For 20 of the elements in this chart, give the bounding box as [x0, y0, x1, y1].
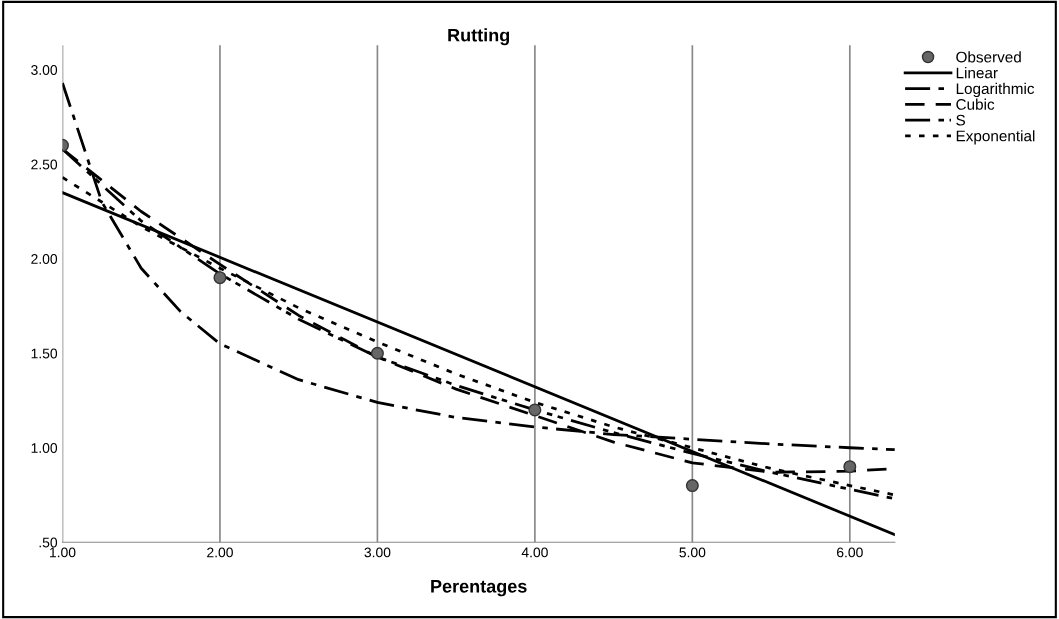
y-tick-label: 2.50: [31, 159, 58, 170]
chart-title: Rutting: [448, 28, 510, 46]
legend-label: Linear: [956, 67, 998, 79]
y-tick-label: 1.00: [31, 443, 58, 453]
x-tick-label: 5.00: [679, 547, 706, 558]
legend-label: Exponential: [956, 130, 1035, 145]
y-tick-label: 3.00: [31, 65, 58, 75]
y-tick-label: 2.00: [31, 254, 58, 264]
x-tick-label: 1.00: [50, 547, 76, 558]
legend-label: Cubic: [956, 98, 995, 110]
x-tick-label: 6.00: [837, 547, 863, 558]
legend-label: Observed: [956, 51, 1021, 63]
x-tick-label: 4.00: [521, 547, 548, 558]
legend-label: S: [956, 114, 966, 126]
x-tick-label: 3.00: [364, 547, 391, 558]
legend-label: Logarithmic: [956, 82, 1035, 98]
x-tick-label: 2.00: [207, 547, 233, 558]
y-tick-label: .50: [39, 537, 58, 548]
y-tick-label: 1.50: [31, 348, 58, 359]
x-axis-title: Perentages: [431, 580, 527, 597]
